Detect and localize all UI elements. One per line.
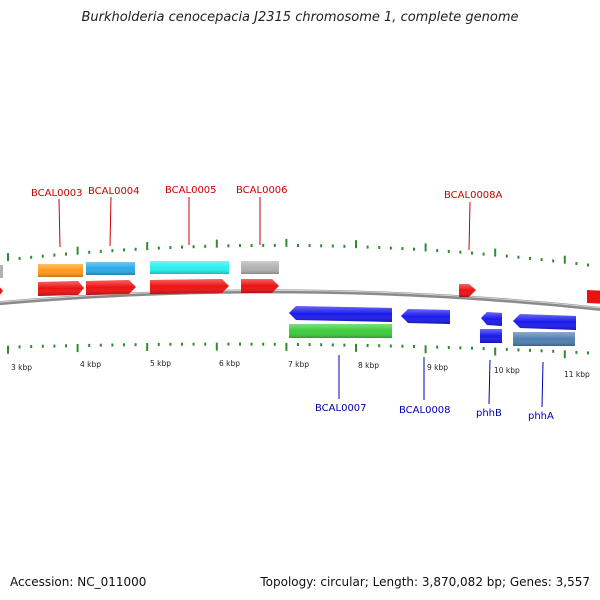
- shade: [38, 281, 84, 296]
- forward-cds-track: [0, 279, 600, 304]
- shade: [86, 262, 135, 275]
- leader-line: [109, 196, 112, 247]
- shade: [480, 329, 502, 343]
- reverse-cog-band: [289, 324, 575, 346]
- reverse-cds-track: [289, 306, 576, 330]
- shade: [513, 314, 576, 330]
- inner-ticks: [7, 342, 589, 359]
- tick-label: 8 kbp: [358, 361, 379, 370]
- shade: [150, 261, 229, 274]
- forward-cog-band: [0, 261, 279, 278]
- cds-arrow-partial-right[interactable]: [587, 290, 600, 304]
- gene-label-bcal0003[interactable]: BCAL0003: [31, 188, 83, 199]
- forward-gene-labels: BCAL0003 BCAL0004 BCAL0005 BCAL0006 BCAL…: [31, 185, 503, 251]
- cds-arrow-partial-left[interactable]: [0, 285, 3, 297]
- accession-label: Accession: NC_011000: [10, 575, 147, 589]
- tick-labels: 3 kbp 4 kbp 5 kbp 6 kbp 7 kbp 8 kbp 9 kb…: [11, 359, 590, 379]
- shade: [38, 264, 83, 277]
- leader-line: [541, 361, 544, 408]
- tick-label: 11 kbp: [564, 370, 590, 379]
- gene-label-bcal0006[interactable]: BCAL0006: [236, 185, 288, 196]
- leader-line: [58, 198, 61, 248]
- tick-label: 9 kbp: [427, 363, 448, 372]
- map-title: Burkholderia cenocepacia J2315 chromosom…: [81, 10, 519, 25]
- tick-label: 5 kbp: [150, 359, 171, 368]
- shade: [289, 324, 392, 338]
- tick-label: 4 kbp: [80, 360, 101, 369]
- leader-line: [488, 359, 491, 405]
- reverse-gene-labels: BCAL0007 BCAL0008 phhB phhA: [315, 355, 554, 422]
- gene-label-bcal0004[interactable]: BCAL0004: [88, 186, 140, 197]
- gene-label-bcal0008[interactable]: BCAL0008: [399, 405, 451, 416]
- shade: [241, 261, 279, 274]
- gene-label-bcal0008a[interactable]: BCAL0008A: [444, 190, 503, 201]
- gene-label-phha[interactable]: phhA: [528, 411, 554, 422]
- tick-label: 6 kbp: [219, 359, 240, 368]
- leader-line: [468, 201, 471, 251]
- shade: [459, 284, 476, 297]
- outer-ticks: [7, 238, 589, 267]
- shade: [289, 306, 392, 322]
- gene-label-bcal0005[interactable]: BCAL0005: [165, 185, 217, 196]
- tick-label: 7 kbp: [288, 360, 309, 369]
- shade: [150, 279, 229, 294]
- shade: [86, 280, 136, 295]
- tick-label: 10 kbp: [494, 366, 520, 375]
- feature-orange[interactable]: [0, 265, 3, 278]
- shade: [241, 279, 279, 293]
- shade: [481, 312, 502, 326]
- backbone-arc: [0, 289, 600, 311]
- shade: [513, 332, 575, 346]
- gene-label-phhb[interactable]: phhB: [476, 408, 502, 419]
- genome-summary: Topology: circular; Length: 3,870,082 bp…: [260, 575, 590, 589]
- shade: [401, 309, 450, 324]
- backbone-highlight: [0, 289, 600, 309]
- tick-label: 3 kbp: [11, 363, 32, 372]
- gene-label-bcal0007[interactable]: BCAL0007: [315, 403, 367, 414]
